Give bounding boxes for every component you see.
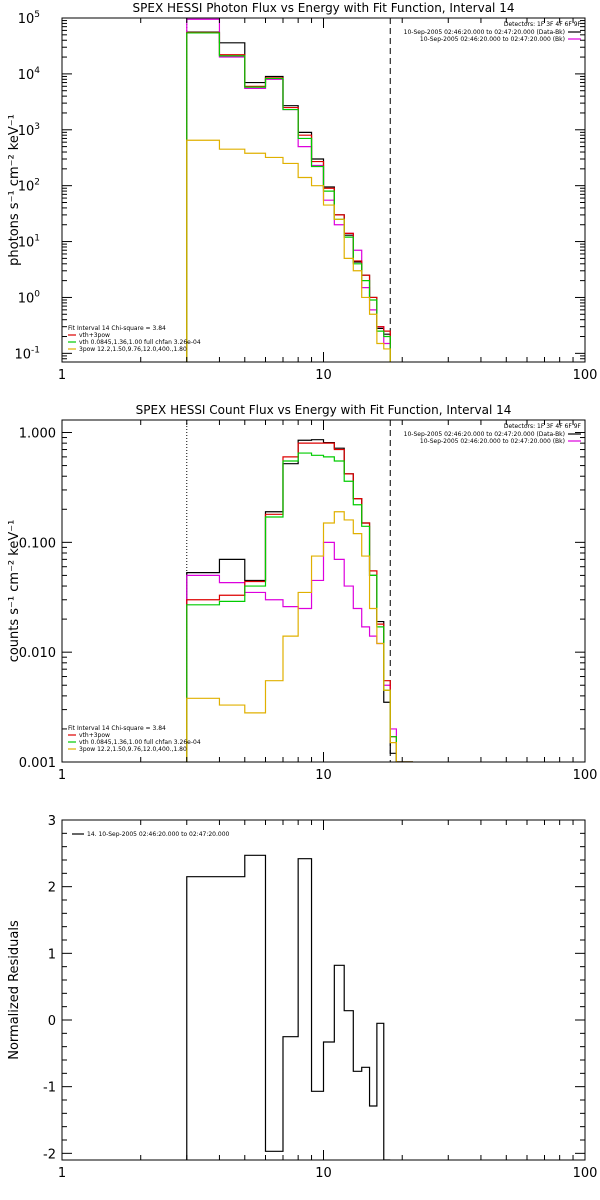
y-tick-label: 105 xyxy=(18,10,40,27)
legend-detectors: Detectors: 1F 3F 4F 6F 9F xyxy=(504,423,582,430)
legend-entry: 14. 10-Sep-2005 02:46:20.000 to 02:47:20… xyxy=(87,831,230,838)
series-line-3 xyxy=(186,452,414,762)
y-tick-exponent: 2 xyxy=(34,178,40,188)
y-tick-exponent: 1 xyxy=(34,234,40,244)
legend-entry: vth+3pow xyxy=(79,732,110,739)
series-line-1 xyxy=(186,541,414,762)
y-tick-label: -1 xyxy=(43,1081,56,1096)
x-tick-label: 10 xyxy=(315,768,332,783)
y-tick-base: 10 xyxy=(18,68,35,83)
y-tick-base: 10 xyxy=(18,236,35,251)
legend-entry: 10-Sep-2005 02:46:20.000 to 02:47:20.000… xyxy=(420,36,565,43)
x-tick-label: 100 xyxy=(573,1166,598,1181)
series-line-0 xyxy=(186,31,391,362)
y-tick-label: 100 xyxy=(18,289,41,306)
series-group xyxy=(186,854,391,1160)
y-axis-label: counts s⁻¹ cm⁻² keV⁻¹ xyxy=(7,520,22,663)
y-tick-label: 1 xyxy=(48,947,56,962)
y-tick-exponent: 5 xyxy=(34,10,40,20)
series-group xyxy=(186,18,391,362)
x-tick-label: 1 xyxy=(58,368,66,383)
y-tick-label: 3 xyxy=(48,814,56,829)
y-tick-exponent: 3 xyxy=(34,122,40,132)
photon-flux-panel: SPEX HESSI Photon Flux vs Energy with Fi… xyxy=(7,1,597,383)
y-tick-exponent: 4 xyxy=(34,66,40,76)
y-tick-label: 2 xyxy=(48,881,56,896)
y-tick-label: 0.010 xyxy=(19,646,56,661)
y-tick-exponent: 0 xyxy=(34,289,40,299)
y-tick-label: 104 xyxy=(18,66,41,83)
y-tick-label: 101 xyxy=(18,234,40,251)
x-tick-label: 10 xyxy=(315,1166,332,1181)
y-tick-label: 10-1 xyxy=(14,345,40,362)
y-tick-base: 10 xyxy=(18,180,35,195)
y-tick-base: 10 xyxy=(14,347,31,362)
series-line-0 xyxy=(186,854,391,1160)
series-line-0 xyxy=(186,439,414,762)
legend-fit-header: Fit Interval 14 Chi-square = 3.84 xyxy=(68,725,166,732)
legend-entry: 10-Sep-2005 02:46:20.000 to 02:47:20.000… xyxy=(404,431,565,438)
x-tick-label: 100 xyxy=(573,368,598,383)
series-line-2 xyxy=(186,31,391,362)
legend-entry: 10-Sep-2005 02:46:20.000 to 02:47:20.000… xyxy=(404,29,565,36)
y-tick-label: 103 xyxy=(18,122,40,139)
x-tick-label: 100 xyxy=(573,768,598,783)
y-tick-label: 0 xyxy=(48,1014,56,1029)
legend-entry: 3pow 12.2,1.50,9.76,12.0,400.,1.80 xyxy=(79,746,187,753)
legend-detectors: Detectors: 1F 3F 4F 6F 9F xyxy=(504,21,582,28)
y-tick-label: 0.001 xyxy=(19,756,56,771)
plot-frame xyxy=(61,819,586,1161)
series-line-4 xyxy=(186,511,414,762)
x-tick-label: 1 xyxy=(58,1166,66,1181)
legend-fit-header: Fit Interval 14 Chi-square = 3.84 xyxy=(68,325,166,332)
x-tick-label: 10 xyxy=(315,368,332,383)
y-tick-label: -2 xyxy=(43,1147,56,1162)
y-tick-exponent: -1 xyxy=(31,345,40,355)
y-axis-label: Normalized Residuals xyxy=(7,920,22,1060)
chart-title: SPEX HESSI Count Flux vs Energy with Fit… xyxy=(136,403,512,417)
legend-entry: 10-Sep-2005 02:46:20.000 to 02:47:20.000… xyxy=(420,438,565,445)
y-axis-label: photons s⁻¹ cm⁻² keV⁻¹ xyxy=(7,114,22,266)
count-flux-panel: SPEX HESSI Count Flux vs Energy with Fit… xyxy=(7,403,597,783)
residuals-panel: Normalized Residuals 1 10 100 -2 -1 0 1 2 3 14. 10… xyxy=(7,814,597,1181)
legend-entry: vth+3pow xyxy=(79,332,110,339)
y-tick-label: 0.100 xyxy=(19,536,56,551)
y-tick-base: 10 xyxy=(18,12,35,27)
y-tick-label: 1.000 xyxy=(19,427,56,442)
series-group xyxy=(186,439,414,762)
y-tick-base: 10 xyxy=(18,291,35,306)
series-line-3 xyxy=(186,32,391,362)
chart-title: SPEX HESSI Photon Flux vs Energy with Fi… xyxy=(133,1,515,15)
legend-entry: vth 0.0845,1.36,1.00 full chfan 3.26e-04 xyxy=(79,739,201,746)
legend-entry: 3pow 12.2,1.50,9.76,12.0,400.,1.80 xyxy=(79,346,187,353)
series-line-1 xyxy=(186,18,391,362)
plot-frame xyxy=(61,419,586,763)
y-tick-label: 102 xyxy=(18,178,40,195)
y-tick-base: 10 xyxy=(18,124,35,139)
series-line-2 xyxy=(186,442,414,762)
legend-entry: vth 0.0845,1.36,1.00 full chfan 3.26e-04 xyxy=(79,339,201,346)
x-tick-label: 1 xyxy=(58,768,66,783)
series-line-4 xyxy=(186,139,391,362)
